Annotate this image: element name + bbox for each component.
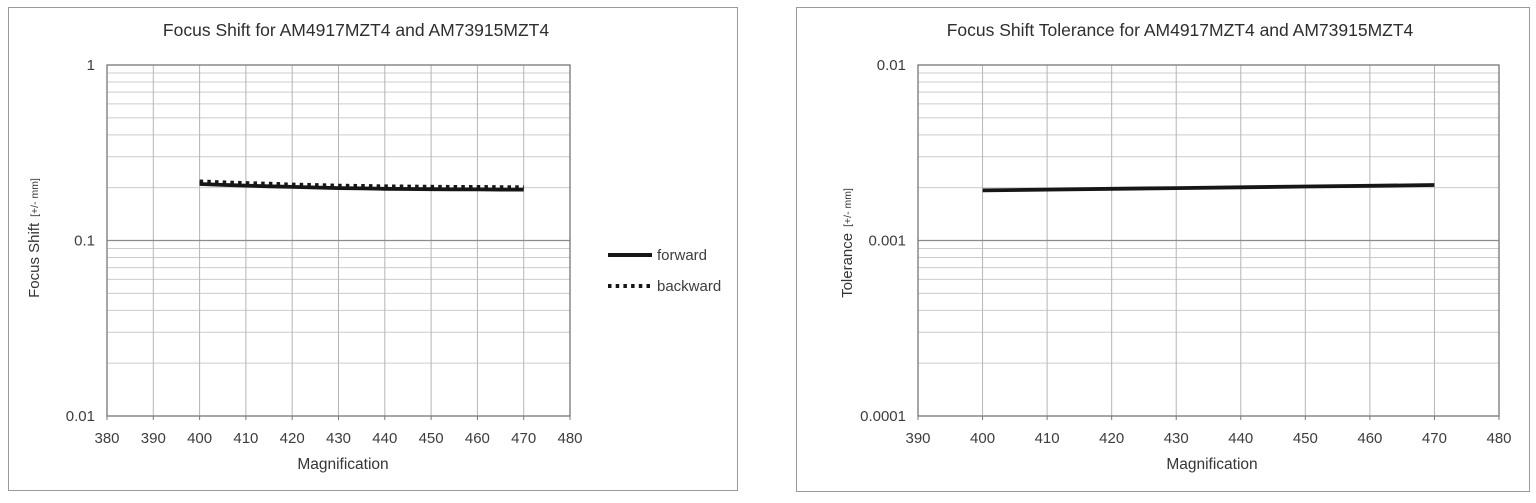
x-tick-label: 440 — [372, 430, 397, 447]
x-tick-label: 390 — [141, 430, 166, 447]
x-tick-label: 410 — [1035, 430, 1060, 447]
chart-title: Focus Shift Tolerance for AM4917MZT4 and… — [947, 20, 1414, 40]
series-line-tolerance — [982, 183, 1435, 193]
tolerance-chart: 390 400 410 420 430 440 450 460 470 480 0.01 0.001 0… — [839, 20, 1512, 473]
x-tick-label: 380 — [94, 430, 119, 447]
y-tick-label: 1 — [87, 57, 95, 74]
x-tick-label: 400 — [187, 430, 212, 447]
chart-title: Focus Shift for AM4917MZT4 and AM73915MZ… — [163, 20, 549, 40]
y-axis-title: Focus Shift [+/- mm] — [26, 178, 43, 298]
y-tick-label: 0.001 — [868, 233, 906, 250]
plot-layer — [917, 64, 1500, 420]
x-axis-title: Magnification — [1166, 456, 1257, 473]
x-tick-label: 460 — [465, 430, 490, 447]
y-tick-label: 0.0001 — [860, 408, 906, 425]
legend: forward backward — [608, 247, 721, 295]
tick-labels: 380 390 400 410 420 430 440 450 460 470 480 1 0.1 0.0… — [66, 57, 583, 447]
x-tick-label: 470 — [511, 430, 536, 447]
legend-backward-label: backward — [657, 278, 721, 295]
focus-shift-panel: 380 390 400 410 420 430 440 450 460 470 480 1 0.1 0.0… — [8, 7, 738, 491]
x-tick-label: 420 — [1099, 430, 1124, 447]
y-axis-title: Tolerance [+/- mm] — [839, 188, 856, 298]
plot-border — [917, 64, 1500, 417]
y-axis-title-main: Focus Shift — [26, 222, 43, 298]
series-line-backward — [199, 179, 524, 190]
plot-layer — [106, 64, 571, 420]
tick-labels: 390 400 410 420 430 440 450 460 470 480 0.01 0.001 0… — [860, 57, 1511, 447]
x-tick-label: 430 — [326, 430, 351, 447]
x-tick-label: 400 — [970, 430, 995, 447]
tolerance-panel: 390 400 410 420 430 440 450 460 470 480 0.01 0.001 0… — [796, 7, 1530, 492]
x-tick-label: 410 — [233, 430, 258, 447]
x-tick-label: 480 — [1486, 430, 1511, 447]
x-tick-label: 420 — [280, 430, 305, 447]
y-axis-title-unit: [+/- mm] — [29, 178, 41, 217]
y-tick-label: 0.01 — [877, 57, 906, 74]
x-tick-label: 450 — [1293, 430, 1318, 447]
legend-forward-label: forward — [657, 247, 707, 264]
y-tick-label: 0.1 — [74, 233, 95, 250]
y-axis-title-unit: [+/- mm] — [842, 188, 854, 227]
x-tick-label: 440 — [1228, 430, 1253, 447]
y-tick-label: 0.01 — [66, 408, 95, 425]
x-tick-label: 470 — [1422, 430, 1447, 447]
x-tick-label: 390 — [905, 430, 930, 447]
x-axis-title: Magnification — [297, 456, 388, 473]
x-tick-label: 430 — [1164, 430, 1189, 447]
focus-shift-chart: 380 390 400 410 420 430 440 450 460 470 480 1 0.1 0.0… — [26, 20, 721, 473]
x-tick-label: 450 — [419, 430, 444, 447]
y-axis-title-main: Tolerance — [839, 233, 856, 298]
x-tick-label: 460 — [1357, 430, 1382, 447]
x-tick-label: 480 — [557, 430, 582, 447]
